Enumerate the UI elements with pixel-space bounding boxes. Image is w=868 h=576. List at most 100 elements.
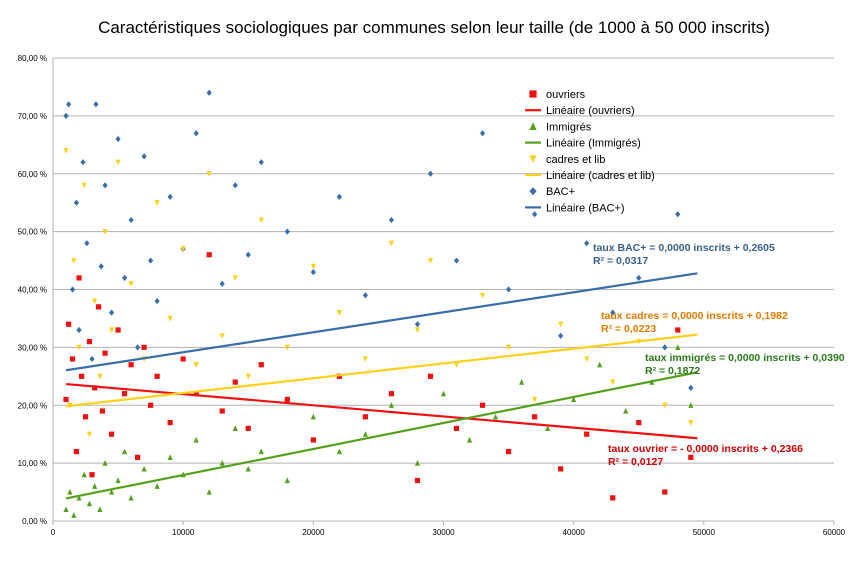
data-point [98,263,104,270]
data-point [128,494,134,501]
legend-label: cadres et lib [546,154,605,166]
data-point [232,425,238,431]
regression-annotation: taux cadres = 0,0000 inscrits + 0,1982R²… [601,310,788,335]
data-point [610,379,616,386]
legend-marker [529,187,537,196]
data-point [245,465,251,472]
data-point [193,130,199,137]
annotation-r2: R² = 0,0317 [593,255,648,267]
data-point [310,437,316,443]
trendline-lin-aire-bac- [65,272,698,372]
data-point [558,321,564,328]
data-point [154,200,160,206]
data-point [193,391,199,397]
data-point [81,471,87,478]
legend-label: Linéaire (Immigrés) [546,138,641,150]
data-point [675,344,681,350]
data-point [92,483,98,489]
data-point [362,356,368,363]
data-point [206,89,212,96]
data-point [102,350,108,356]
data-point [108,431,115,437]
data-point [63,396,69,403]
y-tick-label: 10,00 % [18,459,47,468]
data-point [284,477,290,484]
data-point [584,240,590,247]
data-point [427,257,434,264]
data-point [97,373,103,380]
data-point [76,344,82,351]
data-point [154,373,160,379]
data-point [414,477,421,484]
data-point [232,182,238,189]
data-point [180,356,186,362]
data-point [688,384,694,391]
data-point [558,332,564,339]
data-point [545,425,551,431]
data-point [675,211,681,218]
data-point [115,159,121,166]
data-point [108,488,115,495]
data-point [89,355,95,363]
data-point [310,263,316,270]
data-point [154,297,160,305]
data-point [193,362,199,368]
y-tick-label: 30,00 % [18,343,47,352]
data-point [532,211,538,218]
data-point [414,321,421,328]
data-point [92,385,98,391]
data-point [310,413,316,420]
series-ouvriers [63,252,694,501]
data-point [466,436,473,443]
data-point [82,414,89,420]
data-point [67,488,73,495]
annotation-r2: R² = 0,0223 [601,323,656,335]
data-point [610,495,616,501]
legend-label: Linéaire (ouvriers) [546,105,635,117]
legend: ouvriers Linéaire (ouvriers) Immigrés Linéa… [525,89,655,214]
data-point [623,407,629,414]
x-tick-label: 20000 [302,528,325,537]
data-point [284,228,290,235]
data-point [662,489,668,495]
data-point [97,506,103,513]
annotation-r2: R² = 0,1872 [645,365,700,377]
legend-label: Linéaire (cadres et lib) [546,170,655,182]
data-point [167,193,173,200]
data-point [219,333,225,339]
data-point [636,274,642,282]
legend-label: BAC+ [546,186,575,198]
data-point [115,477,121,484]
series-cadres-et-lib [63,148,694,438]
data-point [95,304,102,310]
data-point [505,448,512,455]
data-point [284,396,290,403]
series-immigr-s [63,344,694,518]
data-point [76,326,82,334]
data-point [571,396,577,403]
x-tick-label: 50000 [693,528,716,537]
data-point [453,425,460,431]
legend-marker [529,90,537,98]
data-point [232,275,238,282]
chart-title: Caractéristiques sociologiques par commu… [98,18,770,37]
data-point [86,338,93,345]
data-point [479,402,486,408]
data-point [80,159,86,166]
data-point [206,488,212,495]
data-point [81,182,87,189]
annotation-equation: taux ouvrier = - 0,0000 inscrits + 0,236… [608,443,803,455]
data-point [148,257,154,264]
data-point [388,216,395,224]
data-point [636,420,642,426]
data-point [76,275,82,281]
legend-label: Immigrés [546,121,592,133]
data-point [115,327,121,333]
legend-label: ouvriers [546,89,586,101]
data-point [102,182,108,189]
data-point [245,373,251,380]
data-point [63,506,69,513]
data-point [558,466,564,472]
legend-marker [529,155,537,163]
legend-marker [529,122,537,130]
